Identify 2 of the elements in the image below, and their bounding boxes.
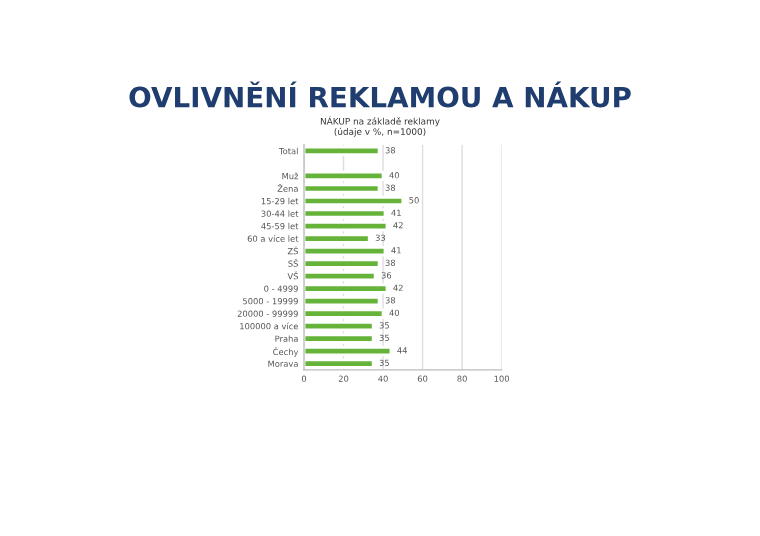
bar: [304, 145, 381, 157]
chart-title: OVLIVNĚNÍ REKLAMOU A NÁKUP: [129, 81, 631, 108]
